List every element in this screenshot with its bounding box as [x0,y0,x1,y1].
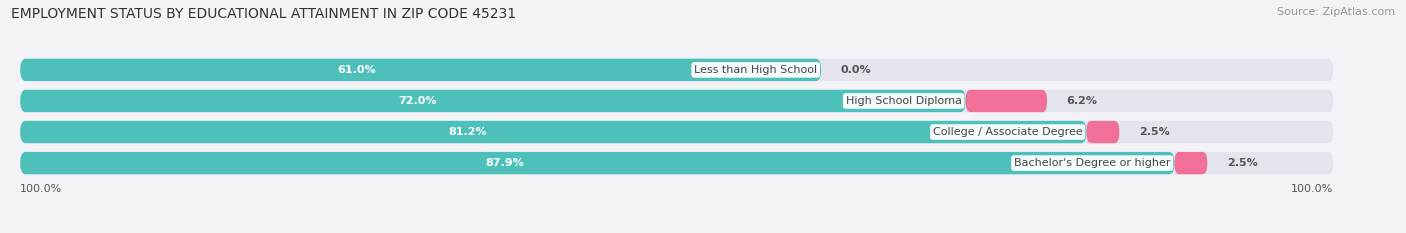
FancyBboxPatch shape [20,152,1174,174]
FancyBboxPatch shape [20,121,1087,143]
Text: 72.0%: 72.0% [398,96,436,106]
FancyBboxPatch shape [966,90,1047,112]
FancyBboxPatch shape [20,59,821,81]
FancyBboxPatch shape [1087,121,1119,143]
Text: College / Associate Degree: College / Associate Degree [932,127,1083,137]
Text: High School Diploma: High School Diploma [845,96,962,106]
Text: 0.0%: 0.0% [841,65,872,75]
Text: Less than High School: Less than High School [695,65,817,75]
Text: Bachelor's Degree or higher: Bachelor's Degree or higher [1014,158,1170,168]
Text: 100.0%: 100.0% [1291,184,1333,194]
Text: 87.9%: 87.9% [485,158,524,168]
FancyBboxPatch shape [20,90,966,112]
FancyBboxPatch shape [20,152,1333,174]
FancyBboxPatch shape [1174,152,1208,174]
Text: 81.2%: 81.2% [449,127,488,137]
Text: 100.0%: 100.0% [20,184,62,194]
Text: 61.0%: 61.0% [337,65,375,75]
Text: EMPLOYMENT STATUS BY EDUCATIONAL ATTAINMENT IN ZIP CODE 45231: EMPLOYMENT STATUS BY EDUCATIONAL ATTAINM… [11,7,516,21]
Text: 2.5%: 2.5% [1139,127,1170,137]
FancyBboxPatch shape [20,90,1333,112]
FancyBboxPatch shape [20,121,1333,143]
Text: 6.2%: 6.2% [1067,96,1098,106]
Text: 2.5%: 2.5% [1227,158,1258,168]
FancyBboxPatch shape [20,59,1333,81]
Text: Source: ZipAtlas.com: Source: ZipAtlas.com [1277,7,1395,17]
